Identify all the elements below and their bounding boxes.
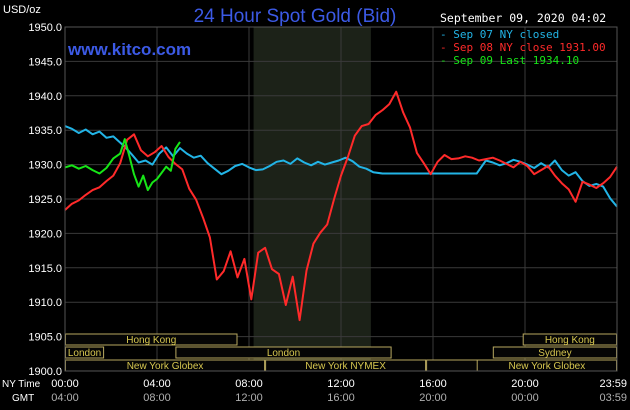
x-tick-label-gmt: 08:00 <box>143 392 171 404</box>
y-tick-label: 1920.0 <box>28 228 62 240</box>
y-tick-label: 1910.0 <box>28 297 62 309</box>
x-tick-label-ny: 16:00 <box>419 378 447 390</box>
x-tick-label-ny: 08:00 <box>235 378 263 390</box>
session-label: Hong Kong <box>126 335 176 346</box>
plot-frame <box>64 26 618 372</box>
x-tick-label-gmt: 03:59 <box>599 392 627 404</box>
x-tick-label-ny: 12:00 <box>327 378 355 390</box>
series-line-sep09 <box>64 138 181 192</box>
legend-entry-sep08: - Sep 08 NY close 1931.00 <box>440 41 606 54</box>
x-tick-label-ny: 00:00 <box>51 378 79 390</box>
y-tick-label: 1930.0 <box>28 160 62 172</box>
legend-entry-sep09: - Sep 09 Last 1934.10 <box>440 54 579 67</box>
session-label: London <box>267 348 300 359</box>
timestamp: September 09, 2020 04:02 <box>440 11 606 25</box>
session-label: London <box>68 348 101 359</box>
session-label: New York Globex <box>127 361 204 372</box>
series-lines <box>64 90 618 322</box>
x-tick-labels: 00:00 04:00 04:00 08:00 08:00 12:00 12:00 16:00… <box>51 378 627 404</box>
x-tick-label-ny: 04:00 <box>143 378 171 390</box>
x-tick-label-gmt: 00:00 <box>511 392 539 404</box>
watermark-url: www.kitco.com <box>67 40 191 59</box>
y-tick-label: 1950.0 <box>28 22 62 34</box>
x-tick-label-gmt: 04:00 <box>51 392 79 404</box>
x-tick-label-ny: 23:59 <box>599 378 627 390</box>
y-tick-label: 1940.0 <box>28 91 62 103</box>
ny-time-label: NY Time <box>2 379 41 390</box>
y-tick-label: 1925.0 <box>28 194 62 206</box>
session-label: Hong Kong <box>545 335 595 346</box>
y-tick-labels: 1950.0 1945.0 1940.0 1935.0 1930.0 1925.0 1920… <box>28 22 62 378</box>
x-tick-label-gmt: 16:00 <box>327 392 355 404</box>
gmt-label: GMT <box>12 393 34 404</box>
session-bar <box>175 346 392 359</box>
y-tick-label: 1935.0 <box>28 125 62 137</box>
legend-entry-sep07: - Sep 07 NY closed <box>440 28 559 41</box>
y-tick-label: 1945.0 <box>28 56 62 68</box>
x-tick-label-gmt: 20:00 <box>419 392 447 404</box>
y-tick-label: 1915.0 <box>28 263 62 275</box>
session-label: New York NYMEX <box>305 361 386 372</box>
series-line-sep08 <box>64 90 618 322</box>
chart-title: 24 Hour Spot Gold (Bid) <box>194 6 397 27</box>
y-tick-label: 1905.0 <box>28 332 62 344</box>
series-line-sep07 <box>64 125 618 208</box>
y-tick-label: 1900.0 <box>28 366 62 378</box>
session-label: Sydney <box>538 348 571 359</box>
session-label: New York Globex <box>508 361 585 372</box>
y-unit-label: USD/oz <box>3 4 41 16</box>
x-tick-label-gmt: 12:00 <box>235 392 263 404</box>
x-tick-label-ny: 20:00 <box>511 378 539 390</box>
